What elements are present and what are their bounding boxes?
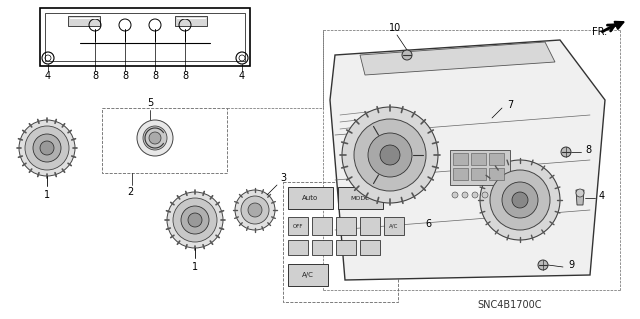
Circle shape — [452, 192, 458, 198]
Circle shape — [33, 134, 61, 162]
Bar — [453, 153, 468, 165]
Circle shape — [354, 119, 426, 191]
Circle shape — [173, 198, 217, 242]
Text: OFF: OFF — [292, 224, 303, 228]
Text: FR.: FR. — [592, 27, 607, 37]
Text: 8: 8 — [182, 71, 188, 81]
Circle shape — [490, 170, 550, 230]
Circle shape — [512, 192, 518, 198]
Text: 4: 4 — [45, 71, 51, 81]
Circle shape — [342, 107, 438, 203]
Bar — [312, 240, 332, 255]
Circle shape — [19, 120, 75, 176]
Text: 5: 5 — [147, 98, 153, 108]
Circle shape — [188, 213, 202, 227]
Bar — [489, 168, 504, 180]
Bar — [288, 240, 308, 255]
Text: MODE: MODE — [351, 196, 369, 201]
Bar — [175, 16, 207, 26]
Circle shape — [137, 120, 173, 156]
Bar — [102, 108, 227, 173]
Text: 10: 10 — [389, 23, 401, 33]
Bar — [471, 168, 486, 180]
Circle shape — [25, 126, 69, 170]
Text: A/C: A/C — [302, 272, 314, 278]
Bar — [288, 217, 308, 235]
Bar — [450, 150, 510, 185]
Circle shape — [181, 206, 209, 234]
Text: 6: 6 — [425, 219, 431, 229]
Bar — [45, 13, 245, 61]
Polygon shape — [576, 190, 584, 205]
Bar — [283, 182, 398, 302]
Circle shape — [235, 190, 275, 230]
Bar — [68, 16, 100, 26]
Bar — [288, 187, 333, 209]
Text: 1: 1 — [44, 190, 50, 200]
Bar — [360, 217, 380, 235]
Bar — [336, 240, 356, 255]
Circle shape — [380, 145, 400, 165]
Circle shape — [561, 147, 571, 157]
Polygon shape — [330, 40, 605, 280]
Circle shape — [167, 192, 223, 248]
Polygon shape — [360, 42, 555, 75]
Bar — [338, 187, 383, 209]
Circle shape — [402, 50, 412, 60]
Circle shape — [512, 192, 528, 208]
Text: Auto: Auto — [302, 195, 318, 201]
Bar — [453, 168, 468, 180]
Circle shape — [241, 196, 269, 224]
Text: SNC4B1700C: SNC4B1700C — [477, 300, 542, 310]
Text: 8: 8 — [122, 71, 128, 81]
Bar — [288, 264, 328, 286]
Text: 8: 8 — [585, 145, 591, 155]
Circle shape — [480, 160, 560, 240]
Circle shape — [538, 260, 548, 270]
Bar — [40, 8, 250, 66]
Bar — [336, 217, 356, 235]
Circle shape — [502, 182, 538, 218]
Text: 3: 3 — [280, 173, 286, 183]
Circle shape — [492, 192, 498, 198]
Circle shape — [40, 141, 54, 155]
Circle shape — [502, 192, 508, 198]
Text: 9: 9 — [568, 260, 574, 270]
Circle shape — [472, 192, 478, 198]
Text: 1: 1 — [192, 262, 198, 272]
Text: 4: 4 — [239, 71, 245, 81]
Circle shape — [248, 203, 262, 217]
Bar — [384, 217, 404, 235]
Text: 8: 8 — [152, 71, 158, 81]
Text: 7: 7 — [507, 100, 513, 110]
Bar — [471, 153, 486, 165]
Text: 4: 4 — [599, 191, 605, 201]
Text: 8: 8 — [92, 71, 98, 81]
Circle shape — [576, 189, 584, 197]
Bar — [360, 240, 380, 255]
Text: 2: 2 — [127, 187, 133, 197]
Circle shape — [149, 132, 161, 144]
Circle shape — [462, 192, 468, 198]
Circle shape — [143, 126, 167, 150]
Circle shape — [482, 192, 488, 198]
Bar — [489, 153, 504, 165]
Circle shape — [368, 133, 412, 177]
Text: A/C: A/C — [389, 224, 399, 228]
Bar — [312, 217, 332, 235]
